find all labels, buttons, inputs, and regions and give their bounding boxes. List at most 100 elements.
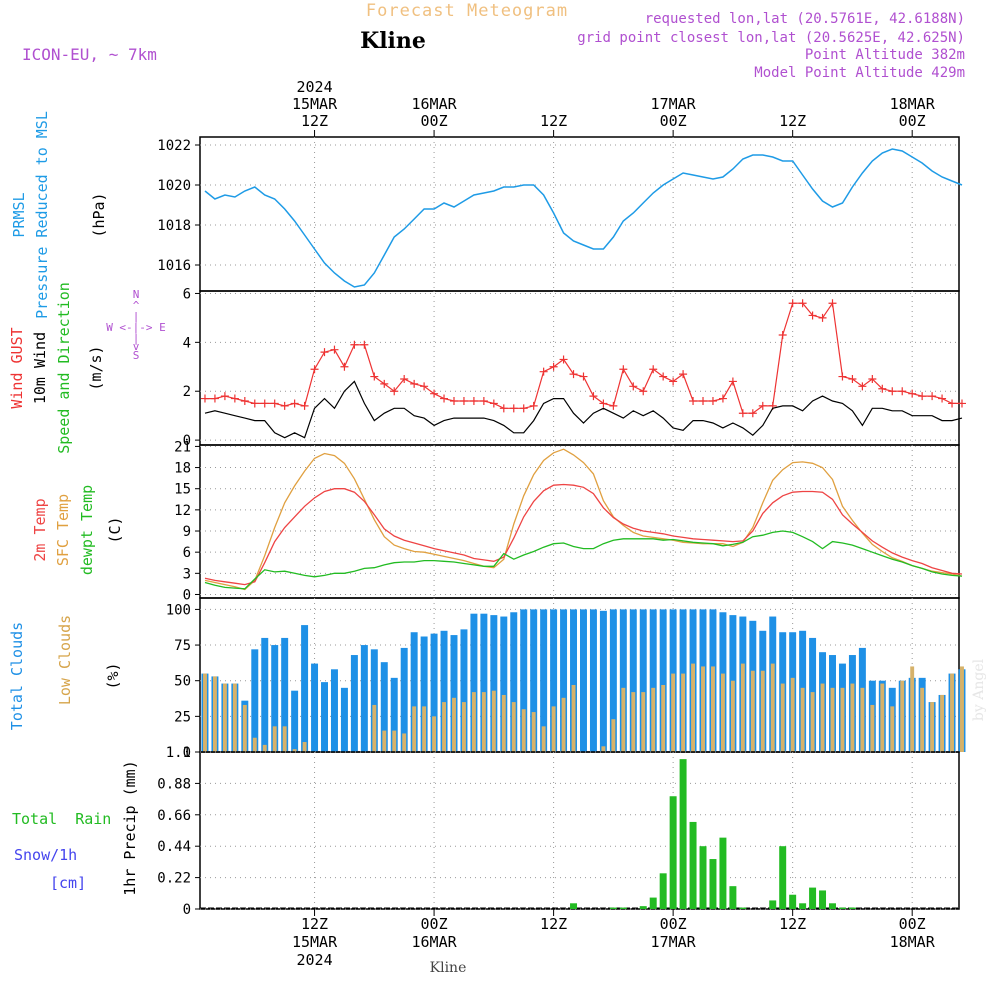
gust-marker: [619, 365, 628, 374]
gust-marker: [948, 399, 957, 408]
compass-rose: N ^ | W <-|-> E | v S: [106, 288, 166, 362]
gust-marker: [868, 375, 877, 383]
gust-marker: [400, 375, 409, 383]
location-title: Kline: [360, 28, 426, 54]
precip-panel: 0 0.22 0.44 0.66 0.88 1.1: [157, 745, 960, 918]
total-cloud-bar: [520, 609, 528, 752]
rain-bar: [729, 886, 737, 909]
gust-marker: [928, 392, 937, 401]
requested-coords: requested lon,lat (20.5761E, 42.6188N): [645, 11, 965, 27]
low-cloud-bar: [950, 673, 954, 752]
grid-coords: grid point closest lon,lat (20.5625E, 42…: [577, 30, 965, 46]
clouds-ytick-label: 0: [183, 745, 191, 761]
rain-bar: [669, 796, 677, 909]
low-cloud-bar: [203, 673, 207, 752]
gust-marker: [908, 389, 917, 398]
total-cloud-bar: [380, 662, 388, 752]
gust-marker: [250, 399, 259, 408]
rain-bar: [809, 887, 817, 909]
low-cloud-bar: [711, 666, 715, 752]
low-cloud-bar: [462, 702, 466, 752]
low-cloud-bar: [561, 697, 566, 752]
low-cloud-bar: [890, 706, 895, 752]
point-altitude: Point Altitude 382m: [805, 47, 965, 63]
compass-n: N: [133, 288, 140, 301]
compass-down: v: [133, 340, 140, 353]
temperature-ytick-label: 21: [174, 439, 191, 455]
top-time-label: 12Z: [540, 112, 567, 130]
low-cloud-bar: [830, 687, 835, 752]
low-cloud-bar: [810, 692, 815, 752]
wind-panel: 0 2 4 6: [183, 286, 966, 449]
top-time-label: 00Z: [660, 112, 687, 130]
low-cloud-bar: [760, 670, 765, 752]
gust-marker: [679, 370, 688, 379]
rain-bar: [689, 821, 697, 909]
pressure-ytick-label: 1016: [157, 258, 191, 274]
low-cloud-bar: [960, 666, 964, 752]
dewpt-label: dewpt Temp: [78, 485, 96, 575]
top-time-label: 18MAR: [890, 95, 936, 113]
rain-bar: [570, 903, 578, 909]
rain-bar: [719, 837, 727, 909]
low-cloud-bar: [601, 746, 606, 752]
precip-ytick-label: 0.66: [157, 808, 191, 824]
low-cloud-bar: [850, 683, 855, 752]
gust-marker: [559, 355, 568, 364]
wind-gust-label: Wind GUST: [8, 327, 26, 408]
rain-bar: [829, 903, 836, 909]
gust-marker: [738, 409, 747, 418]
gust-marker: [330, 345, 339, 354]
total-cloud-bar: [470, 613, 478, 752]
gust-marker: [430, 389, 439, 398]
gust-marker: [440, 394, 449, 403]
gust-marker: [699, 397, 708, 405]
gust-marker: [360, 340, 369, 349]
temperature-ytick-label: 18: [174, 461, 191, 477]
gust-marker: [529, 401, 538, 410]
total-cloud-bar: [430, 633, 438, 752]
supertitle: Forecast Meteogram: [366, 1, 568, 21]
gust-marker: [310, 365, 319, 374]
bottom-time-label: 12Z: [301, 915, 328, 933]
low-cloud-bar: [501, 694, 506, 752]
pressure-ytick-label: 1018: [157, 218, 191, 234]
gust-marker: [798, 299, 807, 308]
low-cloud-bar: [412, 706, 417, 752]
low-cloud-bar: [382, 730, 387, 752]
total-cloud-bar: [659, 609, 667, 752]
pressure-ytick-label: 1020: [157, 178, 191, 194]
bottom-time-label: 00Z: [421, 915, 448, 933]
gust-marker: [350, 340, 359, 349]
wind-unit-label: (m/s): [87, 345, 105, 390]
low-cloud-bar: [790, 677, 795, 752]
rain-bar: [769, 900, 777, 909]
low-cloud-bar: [730, 680, 735, 752]
total-cloud-bar: [629, 609, 637, 752]
total-cloud-bar: [490, 615, 498, 752]
gust-marker: [240, 397, 249, 405]
low-cloud-bar: [531, 712, 536, 752]
pressure-desc-label: Pressure Reduced to MSL: [33, 111, 51, 319]
low-cloud-bar: [282, 726, 287, 752]
total-cloud-bar: [480, 613, 488, 752]
compass-up: ^: [133, 299, 140, 312]
pressure-panel: 1016 1018 1020 1022: [157, 136, 963, 292]
wind-speed-dir-label: Speed and Direction: [55, 282, 73, 454]
model-label: ICON-EU, ~ 7km: [22, 45, 157, 64]
wind-ytick-label: 6: [183, 286, 191, 302]
top-time-label: 12Z: [301, 112, 328, 130]
gust-marker: [629, 382, 638, 391]
low-cloud-bar: [860, 687, 865, 752]
bottom-time-label: 12Z: [540, 915, 567, 933]
gust-marker: [858, 382, 867, 391]
gust-marker: [549, 362, 558, 371]
low-cloud-bar: [272, 726, 277, 752]
low-cloud-bar: [740, 663, 745, 752]
temperature-panel: 0 3 6 9 12 15 18 21: [174, 439, 963, 603]
wind-frame: [199, 290, 960, 446]
low-cloud-bar: [551, 706, 556, 752]
rain-bar: [619, 907, 627, 909]
low-cloud-bar: [481, 692, 486, 752]
